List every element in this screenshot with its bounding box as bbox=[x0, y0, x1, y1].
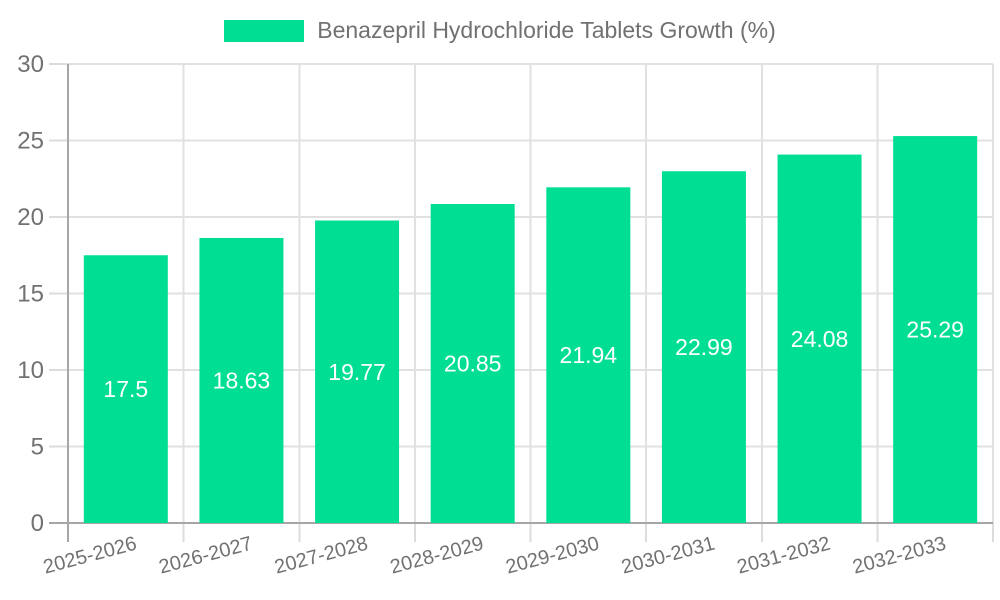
value-label: 20.85 bbox=[444, 350, 502, 376]
y-tick-label: 20 bbox=[17, 204, 44, 231]
x-tick-label: 2029-2030 bbox=[504, 533, 602, 579]
value-label: 24.08 bbox=[791, 326, 849, 352]
y-tick-label: 5 bbox=[31, 434, 44, 461]
bar[interactable] bbox=[893, 136, 978, 524]
legend-label[interactable]: Benazepril Hydrochloride Tablets Growth … bbox=[317, 17, 776, 43]
y-tick-label: 0 bbox=[31, 510, 44, 537]
legend-swatch[interactable] bbox=[224, 19, 305, 42]
bar[interactable] bbox=[777, 154, 862, 524]
x-tick-label: 2027-2028 bbox=[272, 533, 370, 579]
value-label: 18.63 bbox=[213, 367, 271, 393]
bar[interactable] bbox=[546, 187, 631, 523]
value-label: 22.99 bbox=[675, 334, 733, 360]
x-tick-label: 2028-2029 bbox=[388, 533, 486, 579]
x-tick-label: 2031-2032 bbox=[735, 533, 833, 579]
y-tick-label: 30 bbox=[17, 51, 44, 78]
value-label: 19.77 bbox=[328, 359, 386, 385]
value-label: 21.94 bbox=[560, 342, 618, 368]
bar[interactable] bbox=[430, 203, 515, 523]
y-tick-label: 25 bbox=[17, 128, 44, 155]
value-label: 17.5 bbox=[103, 376, 148, 402]
bar[interactable] bbox=[315, 220, 400, 524]
x-tick-label: 2026-2027 bbox=[157, 533, 255, 579]
bar[interactable] bbox=[661, 171, 746, 524]
y-tick-label: 15 bbox=[17, 281, 44, 308]
bar[interactable] bbox=[83, 255, 168, 523]
value-label: 25.29 bbox=[906, 317, 964, 343]
legend: Benazepril Hydrochloride Tablets Growth … bbox=[0, 17, 1000, 44]
x-tick-label: 2025-2026 bbox=[41, 533, 139, 579]
x-tick-label: 2030-2031 bbox=[619, 533, 717, 579]
bar[interactable] bbox=[199, 237, 284, 523]
x-tick-label: 2032-2033 bbox=[850, 533, 948, 579]
y-tick-label: 10 bbox=[17, 357, 44, 384]
